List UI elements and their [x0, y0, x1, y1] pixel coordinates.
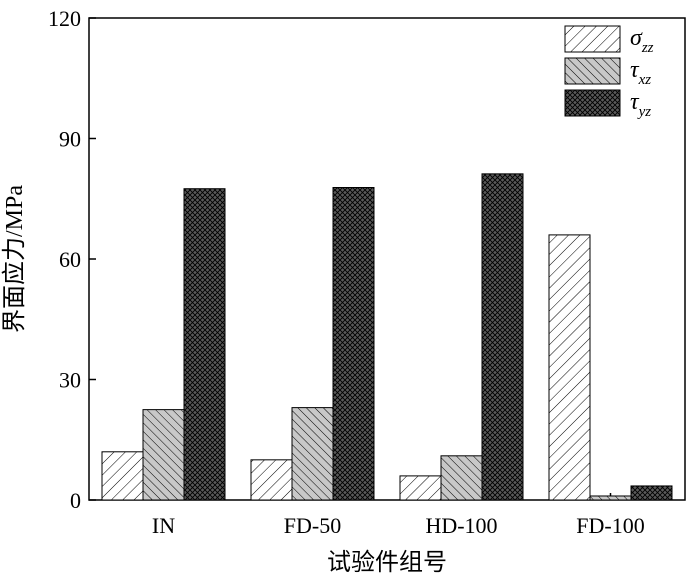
legend-swatch [564, 57, 621, 85]
bar-sigma-zz-fd-100 [548, 234, 591, 501]
bar-tau-xz-hd-100 [440, 455, 483, 501]
y-tick-label: 60 [59, 247, 81, 272]
x-tick-label: FD-50 [284, 513, 341, 538]
x-tick-label: HD-100 [425, 513, 497, 538]
legend-swatch [564, 25, 621, 53]
bar-tau-xz-fd-100 [589, 495, 632, 501]
legend-label: τyz [630, 89, 651, 120]
bar-tau-yz-fd-100 [630, 485, 673, 501]
y-axis: 0 30 60 90 120 [48, 6, 96, 513]
bars [101, 173, 673, 501]
bar-sigma-zz-in [101, 451, 144, 501]
x-tick-label: FD-100 [576, 513, 644, 538]
bar-sigma-zz-hd-100 [399, 475, 442, 501]
legend-label: σzz [630, 25, 654, 56]
y-tick-label: 120 [48, 6, 81, 31]
bar-tau-xz-fd-50 [291, 407, 334, 501]
legend-swatch [564, 89, 621, 117]
x-tick-label: IN [152, 513, 175, 538]
x-axis: IN FD-50 HD-100 FD-100 [152, 493, 645, 538]
bar-tau-yz-fd-50 [332, 187, 375, 501]
y-tick-label: 90 [59, 127, 81, 152]
y-tick-label: 0 [70, 488, 81, 513]
legend-label: τxz [630, 57, 651, 88]
y-axis-title: 界面应力/MPa [1, 185, 28, 333]
bar-tau-yz-hd-100 [481, 173, 524, 501]
y-tick-label: 30 [59, 368, 81, 393]
x-axis-title: 试验件组号 [327, 549, 447, 576]
bar-sigma-zz-fd-50 [250, 459, 293, 501]
bar-tau-xz-in [142, 409, 185, 501]
bar-tau-yz-in [183, 188, 226, 501]
